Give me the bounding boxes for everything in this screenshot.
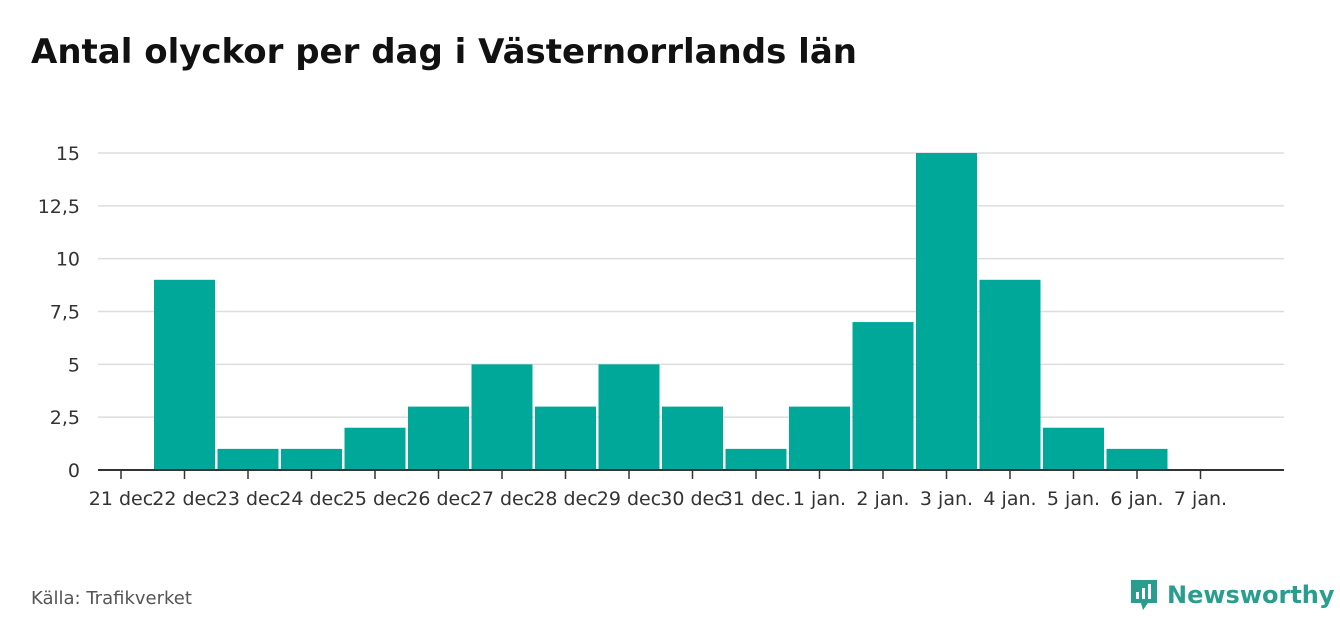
y-tick-label: 7,5 [50,302,80,324]
bar [979,279,1041,470]
bar [344,427,406,470]
y-tick-label: 12,5 [38,196,80,218]
bar [1043,427,1104,470]
y-tick-label: 5 [68,354,80,376]
source-note: Källa: Trafikverket [31,588,192,609]
x-tick-label: 4 jan. [983,488,1036,510]
brand-logo: Newsworthy [1129,575,1335,615]
x-tick-label: 31 dec. [721,488,791,510]
x-tick-label: 1 jan. [793,488,846,510]
bar [789,406,850,470]
x-tick-label: 26 dec [406,488,470,510]
x-tick-label: 3 jan. [920,488,973,510]
y-tick-label: 2,5 [50,407,80,429]
bar [217,448,279,470]
x-tick-label: 6 jan. [1110,488,1163,510]
x-tick-label: 2 jan. [856,488,909,510]
chart-title: Antal olyckor per dag i Västernorrlands … [31,32,857,72]
x-tick-label: 25 dec [343,488,407,510]
y-tick-label: 10 [56,249,80,271]
y-tick-label: 0 [68,460,80,482]
bar [281,448,342,470]
bar [725,448,787,470]
bar [916,153,977,470]
x-tick-label: 7 jan. [1174,488,1227,510]
bar [408,406,469,470]
y-tick-label: 15 [56,143,80,165]
brand-name: Newsworthy [1167,581,1335,609]
newsworthy-logo-icon [1131,580,1157,610]
bar [1106,448,1168,470]
bar [154,279,215,470]
bar [662,406,723,470]
x-tick-label: 21 dec [89,488,153,510]
x-tick-label: 29 dec [597,488,661,510]
x-tick-label: 23 dec [216,488,280,510]
x-tick-label: 28 dec [533,488,597,510]
x-tick-label: 30 dec [660,488,724,510]
bar [471,364,533,470]
x-tick-label: 22 dec [152,488,216,510]
x-tick-label: 27 dec [470,488,534,510]
bar [535,406,596,470]
bar [598,364,660,470]
bar [852,322,914,470]
x-tick-label: 5 jan. [1047,488,1100,510]
x-tick-label: 24 dec [279,488,343,510]
